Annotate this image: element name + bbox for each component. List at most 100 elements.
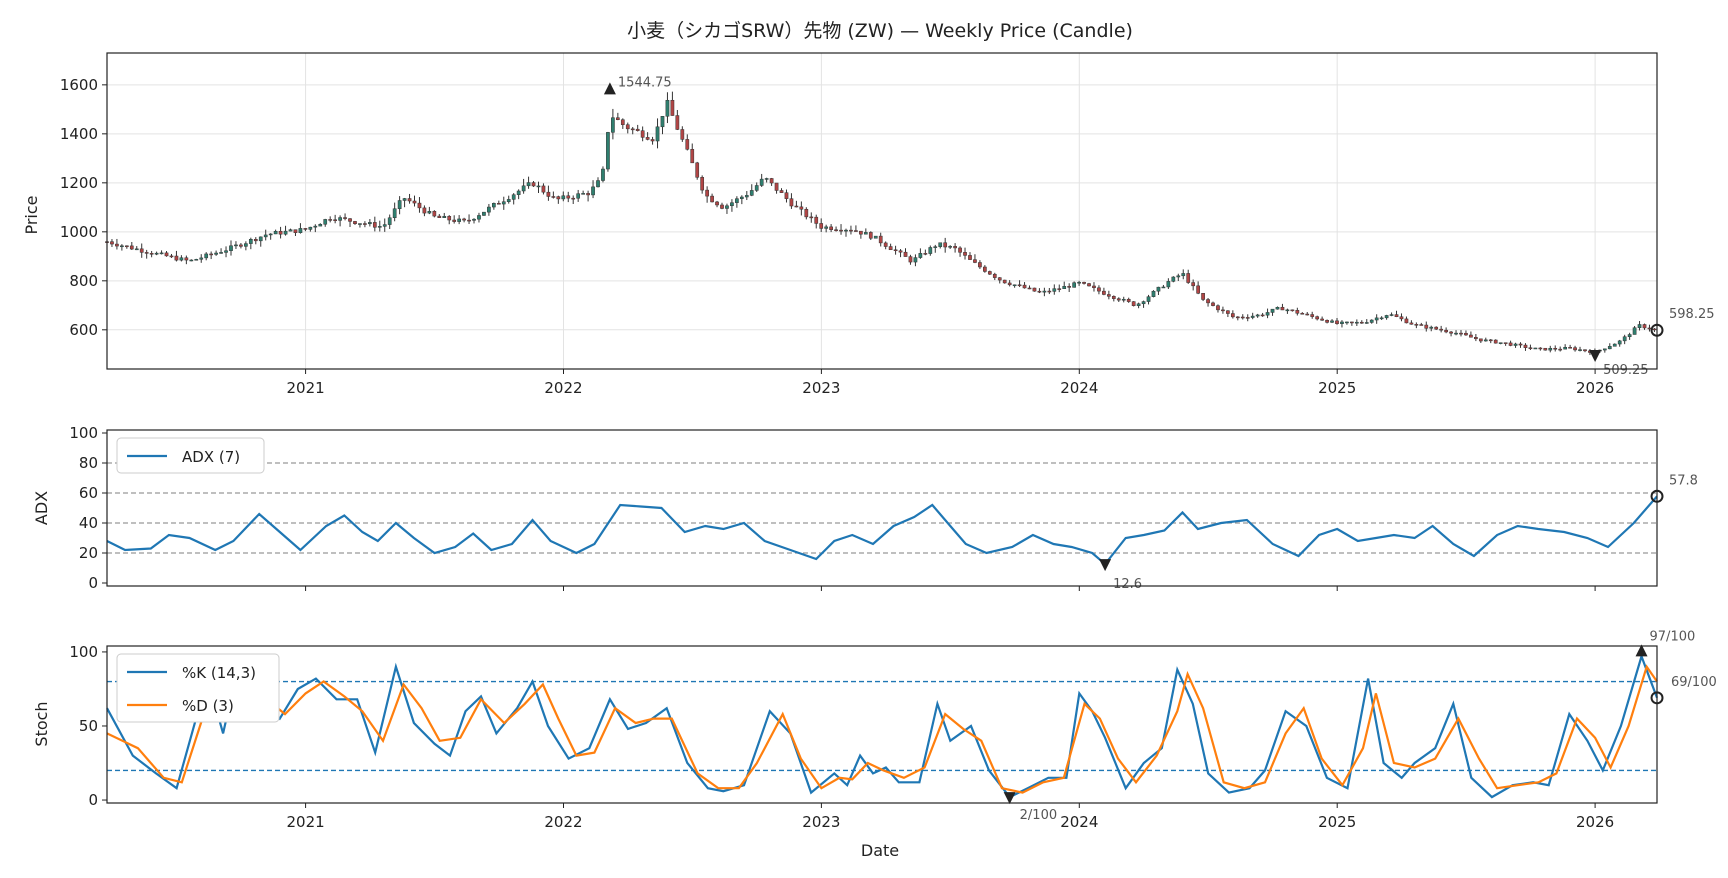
candle-body: [1359, 321, 1364, 324]
candle-body: [1310, 314, 1315, 317]
adx-axes-frame: [106, 429, 1658, 587]
candle-body: [1196, 285, 1200, 294]
candle-body: [586, 193, 590, 196]
candle-body: [482, 211, 486, 216]
candle-body: [298, 228, 303, 233]
candle-body: [725, 205, 729, 209]
candle-body: [511, 194, 516, 200]
candle-body: [611, 117, 615, 133]
candle-body: [1156, 286, 1161, 292]
candle-body: [1573, 347, 1577, 351]
candle-body: [571, 197, 576, 200]
price-y-label: Price: [22, 195, 41, 234]
candle-body: [358, 223, 362, 225]
candle-body: [487, 206, 491, 213]
candle-body: [854, 230, 858, 232]
candle-body: [1419, 324, 1424, 326]
candle-body: [1072, 282, 1076, 288]
candle-body: [541, 185, 546, 193]
candle-body: [695, 162, 700, 178]
candle-body: [953, 246, 957, 249]
adx-y-label: ADX: [32, 491, 51, 525]
candle-body: [1538, 347, 1543, 350]
adx-panel: 0 20 40 60 80 100 12.6 57.8 ADX (7): [69, 424, 1698, 592]
candle-body: [546, 191, 551, 197]
candle-body: [1111, 296, 1116, 299]
candle-body: [923, 253, 928, 255]
candle-body: [1300, 313, 1305, 315]
candle-body: [888, 246, 893, 251]
candle-body: [239, 244, 243, 247]
candle-body: [506, 199, 511, 202]
candle-body: [516, 190, 521, 195]
x-tick-label: 2026: [1576, 813, 1614, 831]
candle-body: [1240, 316, 1245, 319]
candle-body: [1464, 332, 1468, 336]
candle-body: [893, 249, 898, 252]
candle-body: [1533, 347, 1538, 350]
candle-body: [1578, 349, 1582, 351]
candle-body: [333, 219, 337, 221]
candle-body: [710, 195, 714, 203]
candle-body: [1513, 343, 1518, 346]
candle-body: [189, 259, 194, 262]
candle-body: [1062, 286, 1067, 289]
candle-body: [452, 219, 457, 222]
y-tick-label: 1200: [60, 174, 98, 192]
candle-body: [749, 190, 754, 196]
candle-body: [536, 185, 541, 188]
candle-body: [839, 229, 843, 232]
candle-body: [1102, 290, 1106, 295]
candle-body: [883, 242, 888, 247]
candle-body: [1607, 346, 1612, 350]
peak-marker: [603, 82, 616, 95]
candle-body: [640, 130, 645, 138]
legend-label-d: %D (3): [182, 697, 234, 715]
candle-body: [928, 247, 933, 254]
candle-body: [526, 182, 531, 187]
candle-body: [1320, 318, 1324, 321]
candle-body: [645, 137, 650, 140]
candle-body: [630, 128, 635, 131]
candle-body: [591, 186, 595, 196]
candle-body: [1226, 310, 1230, 314]
candle-body: [1394, 314, 1399, 317]
candle-body: [1345, 321, 1349, 324]
candle-body: [159, 252, 164, 255]
price-axes-frame: [106, 52, 1658, 370]
candle-body: [124, 245, 129, 248]
candle-body: [1354, 321, 1359, 324]
candle-body: [1459, 332, 1463, 335]
candle-body: [1528, 347, 1533, 349]
candle-body: [328, 219, 333, 221]
stoch-last-label: 69/100: [1671, 675, 1717, 690]
legend-label-k: %K (14,3): [182, 664, 256, 682]
candle-body: [382, 224, 387, 227]
candle-body: [268, 233, 273, 236]
candle-body: [1369, 319, 1374, 323]
candle-body: [625, 124, 630, 130]
candle-body: [1498, 342, 1503, 344]
candle-body: [1523, 344, 1528, 348]
candle-body: [472, 218, 476, 221]
candle-body: [1548, 347, 1553, 351]
candle-body: [1404, 318, 1409, 324]
candle-body: [1012, 284, 1017, 287]
candle-body: [789, 198, 794, 207]
candle-body: [144, 252, 149, 254]
candle-body: [868, 232, 873, 239]
candle-body: [1042, 290, 1047, 293]
candle-body: [1235, 316, 1240, 319]
candle-body: [958, 247, 962, 253]
stoch-min-label: 2/100: [1020, 808, 1057, 823]
candle-body: [665, 99, 670, 117]
candle-body: [844, 229, 848, 232]
candle-body: [1285, 309, 1290, 312]
candle-body: [983, 266, 987, 272]
y-tick-label: 20: [79, 544, 98, 562]
candle-body: [129, 245, 134, 250]
candle-body: [174, 255, 179, 261]
candle-body: [1439, 328, 1444, 331]
candle-body: [1568, 347, 1572, 349]
candle-body: [615, 117, 620, 120]
